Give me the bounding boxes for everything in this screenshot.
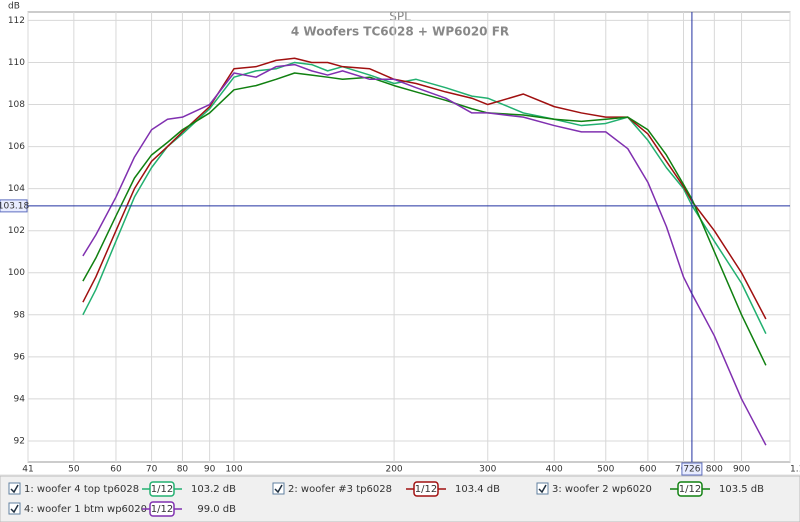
legend-checkbox — [8, 502, 21, 515]
y-tick-label: 96 — [14, 352, 26, 362]
x-tick-label: 200 — [385, 465, 402, 475]
legend-smoothing: 1/12 — [151, 504, 173, 515]
x-tick-label: 100 — [225, 465, 242, 475]
x-tick-label: 800 — [706, 465, 723, 475]
legend-checkmark — [10, 504, 19, 514]
legend-label: 1: woofer 4 top tp6028 — [24, 484, 139, 495]
y-tick-label: 110 — [8, 58, 25, 68]
legend-checkmark — [10, 484, 19, 494]
x-tick-label: 70 — [146, 465, 158, 475]
x-tick-label: 900 — [733, 465, 750, 475]
legend-label: 4: woofer 1 btm wp6020 — [24, 504, 147, 515]
legend-label: 2: woofer #3 tp6028 — [288, 484, 392, 495]
series-line — [82, 72, 767, 366]
legend-cursor-value: 99.0 dB — [197, 504, 236, 515]
legend-checkmark — [274, 484, 283, 494]
legend-cursor-value: 103.4 dB — [455, 484, 500, 495]
y-tick-label: 102 — [8, 226, 25, 236]
legend-checkmark — [538, 484, 547, 494]
chart-title: SPL — [389, 10, 411, 24]
legend-checkbox — [272, 482, 285, 495]
y-tick-label: 98 — [14, 310, 26, 320]
legend-smoothing: 1/12 — [415, 484, 437, 495]
series-line — [82, 63, 767, 446]
x-tick-label: 600 — [639, 465, 656, 475]
y-tick-label: 100 — [8, 268, 25, 278]
y-tick-label: 108 — [8, 100, 25, 110]
legend-smoothing-box — [149, 501, 175, 517]
x-tick-label: 80 — [177, 465, 189, 475]
y-tick-label: 92 — [14, 436, 25, 446]
legend-checkbox — [536, 482, 549, 495]
x-tick-label: 500 — [597, 465, 614, 475]
legend-cursor-value: 103.5 dB — [719, 484, 764, 495]
cursor-y-label: 103.18 — [0, 201, 30, 211]
legend-smoothing: 1/12 — [679, 484, 701, 495]
legend-smoothing-box — [413, 481, 439, 497]
x-tick-label: 50 — [68, 465, 80, 475]
legend-smoothing-box — [677, 481, 703, 497]
legend-panel — [0, 475, 800, 522]
x-tick-label: 300 — [479, 465, 496, 475]
x-tick-label: 41 — [22, 465, 33, 475]
legend-smoothing-box — [149, 481, 175, 497]
chart-subtitle: 4 Woofers TC6028 + WP6020 FR — [291, 25, 509, 39]
cursor-x-box — [681, 462, 703, 476]
x-tick-label: 400 — [546, 465, 563, 475]
chart-background — [0, 0, 800, 474]
legend-smoothing: 1/12 — [151, 484, 173, 495]
x-tick-label: 60 — [110, 465, 122, 475]
x-tick-label: 90 — [204, 465, 216, 475]
cursor-x-label: 726 — [683, 465, 700, 475]
y-tick-label: 94 — [14, 394, 26, 404]
y-tick-label: 112 — [8, 16, 25, 26]
legend-cursor-value: 103.2 dB — [191, 484, 236, 495]
y-tick-label: 106 — [8, 142, 25, 152]
cursor-y-box — [0, 199, 28, 213]
legend-label: 3: woofer 2 wp6020 — [552, 484, 652, 495]
y-tick-label: 104 — [8, 184, 25, 194]
y-axis-label: dB — [8, 2, 20, 12]
x-tick-label: 1.11k Hz — [790, 465, 800, 475]
legend-checkbox — [8, 482, 21, 495]
